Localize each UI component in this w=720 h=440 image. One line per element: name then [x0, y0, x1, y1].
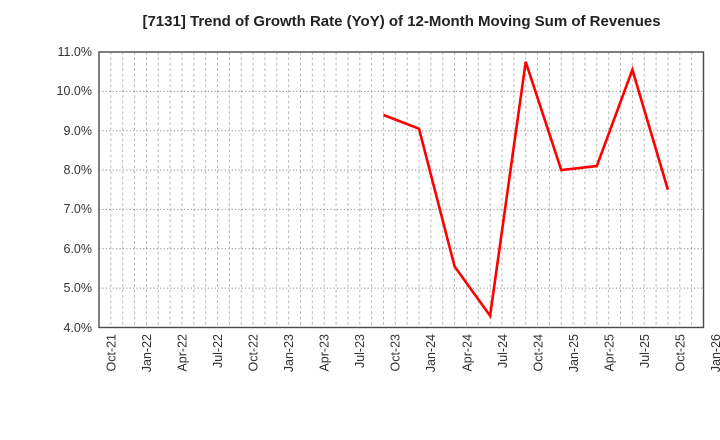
y-tick-label: 10.0%: [56, 84, 92, 99]
x-tick-label: Jan-26: [709, 334, 720, 373]
x-tick-label: Jan-23: [282, 334, 297, 373]
x-tick-label: Jan-22: [140, 334, 155, 373]
x-tick-label: Jan-25: [566, 334, 581, 373]
y-tick-label: 4.0%: [63, 320, 93, 335]
x-tick-label: Jul-25: [637, 334, 652, 369]
x-tick-label: Oct-21: [104, 334, 119, 372]
y-tick-label: 7.0%: [63, 202, 93, 217]
x-tick-label: Oct-22: [246, 334, 261, 372]
x-tick-label: Apr-22: [175, 334, 190, 372]
y-tick-label: 11.0%: [57, 45, 92, 59]
x-tick-label: Jul-22: [211, 334, 226, 369]
plot-border: [98, 51, 705, 329]
chart-title: [7131] Trend of Growth Rate (YoY) of 12-…: [142, 13, 661, 30]
x-tick-label: Oct-25: [673, 334, 688, 372]
y-tick-label: 6.0%: [63, 241, 93, 256]
x-tick-label: Jan-24: [424, 334, 439, 373]
x-tick-label: Oct-24: [531, 334, 546, 372]
y-tick-label: 5.0%: [63, 281, 93, 296]
y-tick-label: 9.0%: [63, 123, 93, 138]
x-tick-label: Jul-24: [495, 334, 510, 369]
x-tick-label: Apr-23: [317, 334, 332, 372]
x-tick-label: Apr-25: [602, 334, 617, 372]
y-tick-label: 8.0%: [63, 163, 93, 178]
growth-rate-line: [383, 61, 670, 320]
x-tick-label: Jul-23: [353, 334, 368, 369]
x-tick-label: Apr-24: [460, 334, 475, 372]
x-tick-label: Oct-23: [388, 334, 403, 372]
